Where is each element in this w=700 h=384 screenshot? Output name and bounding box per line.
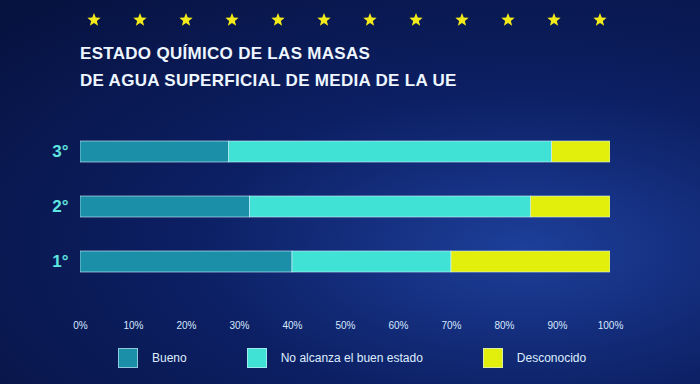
html-text:Bueno: Bueno [152,351,187,365]
html-text:Desconocido: Desconocido [516,351,587,365]
svg-text:3°: 3° [52,142,68,161]
svg-text:1°: 1° [52,252,68,271]
svg-text:50%: 50% [335,320,355,331]
svg-text:80%: 80% [494,320,514,331]
svg-text:10%: 10% [123,320,143,331]
svg-text:30%: 30% [229,320,249,331]
html-text:ESTADO QUÍMICO DE LAS MASAS DE: ESTADO QUÍMICO DE LAS MASAS DE AGUA SUPE… [80,44,457,90]
svg-text:0%: 0% [73,320,88,331]
svg-text:40%: 40% [282,320,302,331]
svg-text:100%: 100% [598,320,624,331]
svg-text:60%: 60% [388,320,408,331]
svg-text:70%: 70% [441,320,461,331]
svg-text:2°: 2° [52,197,68,216]
svg-text:90%: 90% [547,320,567,331]
svg-text:20%: 20% [176,320,196,331]
html-text:No alcanza el buen estado: No alcanza el buen estado [280,351,423,365]
